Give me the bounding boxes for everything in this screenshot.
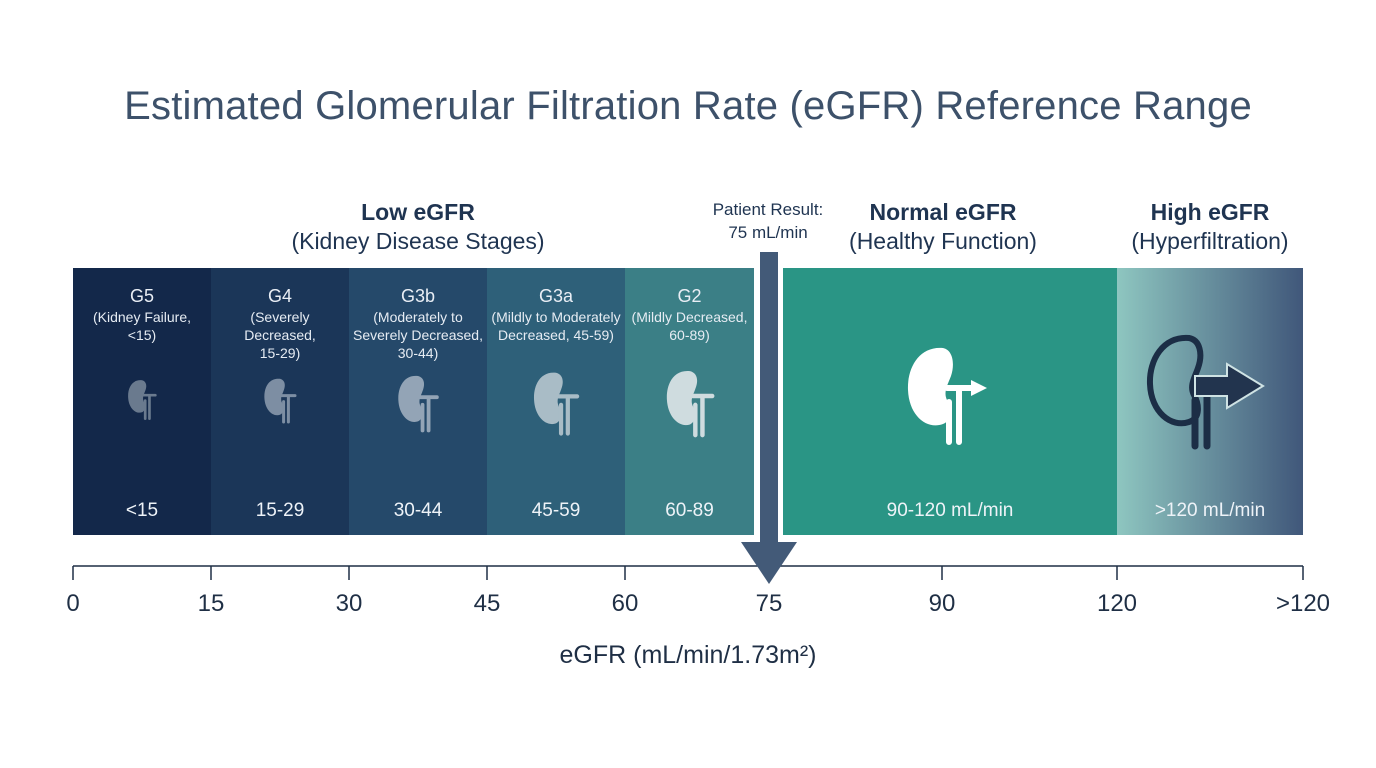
stage-band-g3b: G3b (Moderately to Severely Decreased, 3… (349, 268, 487, 535)
low-egfr-name: Low eGFR (361, 199, 475, 225)
high-egfr-label: High eGFR (Hyperfiltration) (1105, 198, 1315, 256)
low-egfr-desc: (Kidney Disease Stages) (291, 228, 545, 254)
stage-range: 15-29 (255, 500, 305, 521)
normal-egfr-label: Normal eGFR (Healthy Function) (818, 198, 1068, 256)
kidney-icon (128, 380, 157, 420)
normal-band: 90-120 mL/min (783, 268, 1117, 535)
axis-tick-label: 60 (611, 590, 639, 617)
axis-tick-label: 120 (1096, 590, 1138, 617)
stage-name: G4 (267, 286, 292, 306)
stage-name: G5 (129, 286, 154, 306)
axis-tick-label: 0 (66, 590, 80, 617)
stage-range: 60-89 (665, 500, 714, 521)
stage-band-g2: G2 (Mildly Decreased, 60-89) 60-89 (625, 268, 754, 535)
patient-result-label: Patient Result: 75 mL/min (690, 198, 846, 244)
normal-egfr-name: Normal eGFR (869, 199, 1017, 225)
kidney-icon (666, 370, 714, 438)
kidney-icon (264, 378, 297, 424)
stage-name: G3b (400, 286, 436, 306)
high-egfr-name: High eGFR (1150, 199, 1270, 225)
patient-arrow-head (741, 542, 797, 584)
stage-band-g5: G5 (Kidney Failure, <15) <15 (73, 268, 211, 535)
low-egfr-label: Low eGFR (Kidney Disease Stages) (268, 198, 568, 256)
axis-tick-label: 45 (473, 590, 501, 617)
axis-tick-label: 90 (928, 590, 956, 617)
stage-name: G3a (538, 286, 574, 306)
stage-desc: (Mildly Decreased, 60-89) (631, 309, 748, 343)
page-title: Estimated Glomerular Filtration Rate (eG… (124, 84, 1252, 128)
kidney-icon (533, 372, 580, 436)
stage-desc: (Severely Decreased, 15-29) (244, 309, 316, 361)
axis-tick-label: 75 (755, 590, 783, 617)
stage-band-g4: G4 (Severely Decreased, 15-29) 15-29 (211, 268, 349, 535)
patient-result-value: 75 mL/min (728, 223, 808, 242)
kidney-arrow-icon (907, 347, 987, 445)
axis-tick-label: 15 (197, 590, 225, 617)
stage-desc: (Moderately to Severely Decreased, 30-44… (353, 309, 483, 361)
patient-result-caption: Patient Result: (712, 200, 824, 219)
normal-egfr-desc: (Healthy Function) (849, 228, 1037, 254)
high-egfr-desc: (Hyperfiltration) (1131, 228, 1289, 254)
axis-tick-label: 30 (335, 590, 363, 617)
axis-title: eGFR (mL/min/1.73m²) (559, 641, 817, 669)
kidney-arrow-icon (1146, 334, 1265, 450)
stage-name: G2 (677, 286, 702, 306)
patient-arrow-shaft (760, 252, 778, 544)
high-band: >120 mL/min (1117, 268, 1303, 535)
stage-range: <15 (125, 500, 159, 521)
axis-tick-label: >120 (1275, 590, 1331, 617)
stage-band-g3a: G3a (Mildly to Moderately Decreased, 45-… (487, 268, 625, 535)
high-range: >120 mL/min (1154, 500, 1266, 521)
normal-range: 90-120 mL/min (886, 500, 1014, 521)
stage-desc: (Kidney Failure, <15) (92, 309, 192, 343)
kidney-icon (398, 375, 439, 433)
stage-range: 30-44 (393, 500, 443, 521)
stage-range: 45-59 (531, 500, 581, 521)
stage-desc: (Mildly to Moderately Decreased, 45-59) (491, 309, 621, 343)
